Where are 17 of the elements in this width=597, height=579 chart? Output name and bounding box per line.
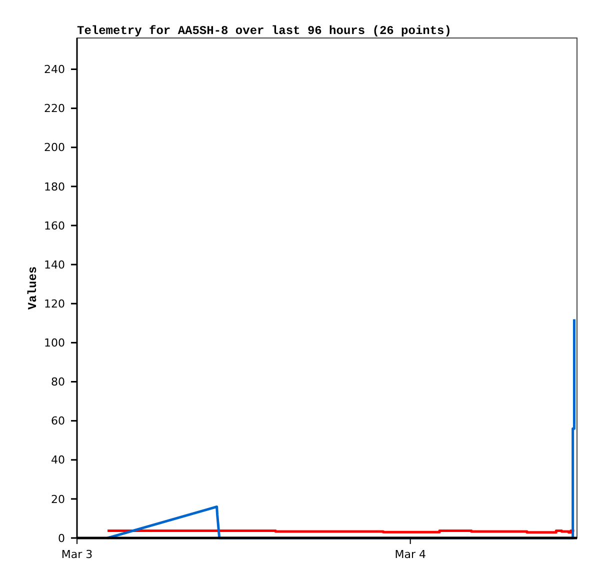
y-tick-label: 140 <box>44 258 65 272</box>
y-tick-label: 40 <box>51 454 65 467</box>
y-tick-label: 220 <box>44 102 65 116</box>
y-tick-label: 80 <box>51 376 65 389</box>
y-tick-label: 0 <box>58 532 65 545</box>
x-tick-label: Mar 3 <box>61 548 93 561</box>
y-tick-label: 180 <box>44 180 65 194</box>
y-tick-label: 160 <box>44 219 65 232</box>
y-tick-label: 120 <box>44 297 65 310</box>
y-tick-label: 200 <box>44 141 65 154</box>
y-tick-label: 60 <box>51 414 65 428</box>
chart-title: Telemetry for AA5SH-8 over last 96 hours (26 points) <box>77 24 452 38</box>
x-tick-label: Mar 4 <box>394 548 426 561</box>
y-tick-label: 240 <box>44 63 65 76</box>
y-tick-label: 20 <box>51 492 65 506</box>
y-axis-title: Values <box>26 266 40 310</box>
y-tick-label: 100 <box>44 336 65 350</box>
